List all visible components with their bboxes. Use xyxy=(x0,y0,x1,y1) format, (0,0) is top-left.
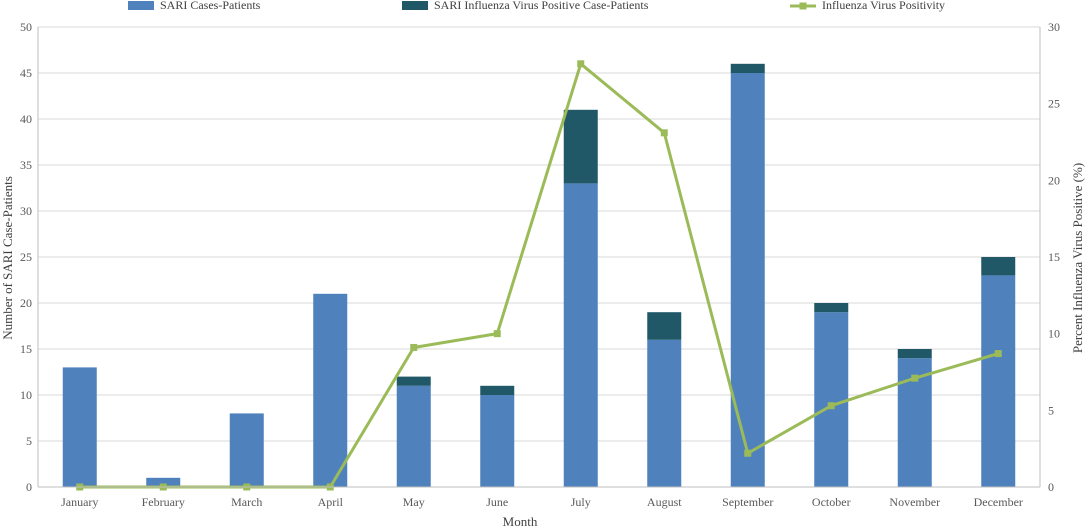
positivity-marker xyxy=(994,350,1002,358)
legend-swatch-marker xyxy=(799,2,807,10)
positivity-marker xyxy=(911,374,919,382)
positivity-marker xyxy=(410,343,418,351)
y-tick-label: 45 xyxy=(20,66,32,80)
x-tick-label: November xyxy=(889,495,940,509)
bar-sari-cases xyxy=(563,183,598,487)
legend-swatch-sari-influenza-positive xyxy=(402,1,428,10)
y-axis-ticks: 0 5 10 15 20 25 30 35 40 45 50 xyxy=(20,20,32,494)
legend-label: SARI Cases-Patients xyxy=(160,0,261,12)
y2-tick-label: 25 xyxy=(1048,97,1060,111)
x-tick-label: September xyxy=(722,495,773,509)
positivity-marker xyxy=(744,449,752,457)
y-tick-label: 20 xyxy=(20,296,32,310)
y2-axis-title: Percent Influenza Virus Positive (%) xyxy=(1070,163,1085,353)
legend-label: SARI Influenza Virus Positive Case-Patie… xyxy=(434,0,649,12)
x-tick-label: October xyxy=(812,495,851,509)
bar-sari-cases xyxy=(814,312,849,487)
x-axis-title: Month xyxy=(503,514,538,527)
x-tick-label: February xyxy=(142,495,185,509)
positivity-line-path xyxy=(79,62,999,489)
bar-sari-influenza-positive xyxy=(480,385,515,395)
y2-tick-label: 0 xyxy=(1048,480,1054,494)
x-tick-label: May xyxy=(403,495,425,509)
y2-tick-label: 30 xyxy=(1048,20,1060,34)
bar-sari-cases xyxy=(730,73,765,487)
bar-sari-cases xyxy=(62,367,97,487)
y-tick-label: 0 xyxy=(26,480,32,494)
bar-sari-cases xyxy=(146,477,181,487)
bar-sari-cases xyxy=(313,293,348,487)
y-tick-label: 50 xyxy=(20,20,32,34)
y-tick-label: 10 xyxy=(20,388,32,402)
y2-tick-label: 15 xyxy=(1048,250,1060,264)
positivity-marker xyxy=(827,402,835,410)
y-tick-label: 5 xyxy=(26,434,32,448)
bar-sari-cases xyxy=(480,395,515,487)
bar-sari-cases xyxy=(396,385,431,487)
bar-sari-influenza-positive xyxy=(647,312,682,340)
x-tick-label: April xyxy=(318,495,344,509)
bar-sari-cases xyxy=(229,413,264,487)
bar-sari-cases xyxy=(647,339,682,487)
x-tick-label: March xyxy=(231,495,262,509)
bars xyxy=(62,63,1016,487)
bar-sari-influenza-positive xyxy=(396,376,431,386)
x-tick-label: July xyxy=(571,495,591,509)
x-tick-label: December xyxy=(974,495,1023,509)
y2-axis-ticks: 0 5 10 15 20 25 30 xyxy=(1048,20,1060,494)
gridlines xyxy=(38,26,1040,488)
y2-tick-label: 10 xyxy=(1048,327,1060,341)
x-axis-ticks: January February March April May June July Augu… xyxy=(61,495,1023,509)
bar-sari-cases xyxy=(981,275,1016,487)
positivity-marker xyxy=(493,330,501,338)
bar-sari-influenza-positive xyxy=(563,109,598,184)
bar-sari-influenza-positive xyxy=(897,349,932,359)
y-tick-label: 35 xyxy=(20,158,32,172)
y2-tick-label: 20 xyxy=(1048,173,1060,187)
x-tick-label: August xyxy=(647,495,682,509)
y-tick-label: 40 xyxy=(20,112,32,126)
bar-sari-influenza-positive xyxy=(730,63,765,73)
y-tick-label: 15 xyxy=(20,342,32,356)
legend-swatch-sari-cases xyxy=(128,1,154,10)
y2-tick-label: 5 xyxy=(1048,403,1054,417)
y-tick-label: 25 xyxy=(20,250,32,264)
y-tick-label: 30 xyxy=(20,204,32,218)
bar-sari-influenza-positive xyxy=(981,257,1016,276)
positivity-marker xyxy=(660,129,668,137)
x-tick-label: June xyxy=(486,495,508,509)
positivity-line xyxy=(76,60,1002,491)
legend: SARI Cases-Patients SARI Influenza Virus … xyxy=(128,0,945,12)
positivity-marker xyxy=(577,60,585,68)
legend-label: Influenza Virus Positivity xyxy=(822,0,945,12)
axes xyxy=(37,27,1041,488)
y-axis-title: Number of SARI Case-Patients xyxy=(0,176,15,340)
bar-sari-influenza-positive xyxy=(814,303,849,313)
x-tick-label: January xyxy=(61,495,98,509)
